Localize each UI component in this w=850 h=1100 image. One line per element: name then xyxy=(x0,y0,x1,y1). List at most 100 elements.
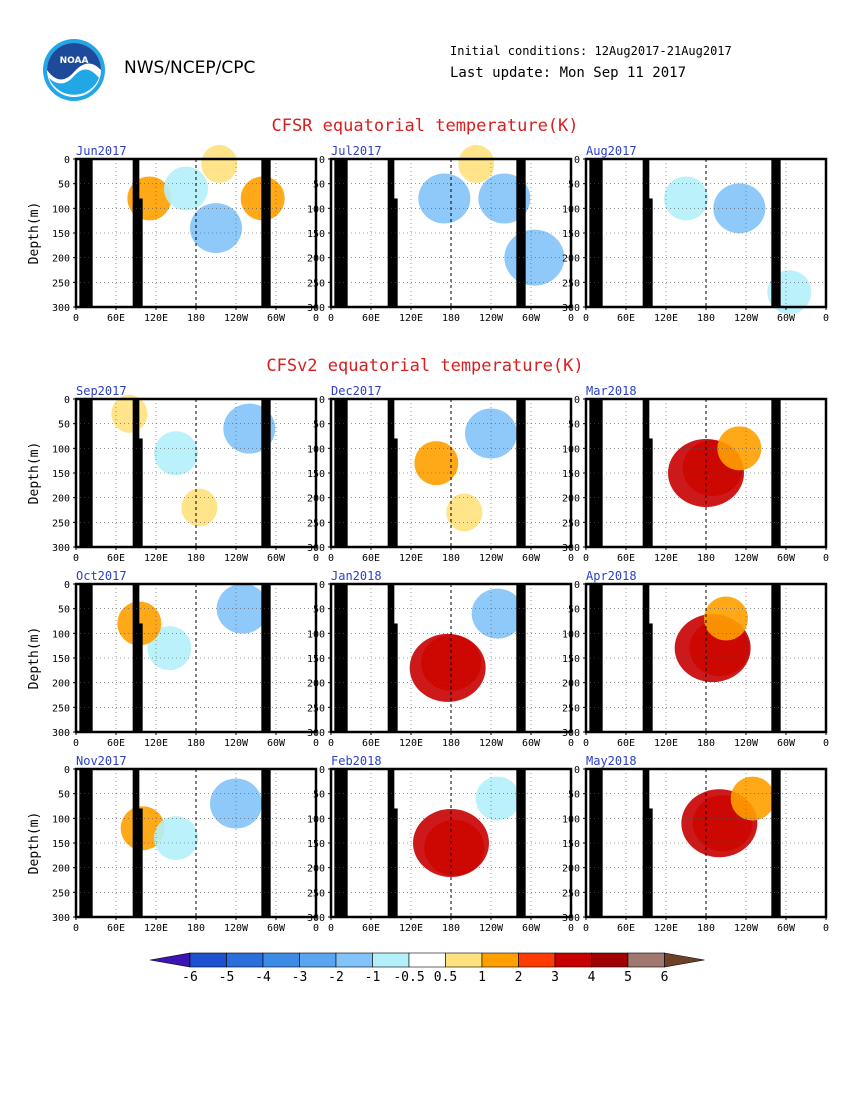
y-tick-label: 150 xyxy=(52,469,70,480)
y-tick-label: 300 xyxy=(562,913,580,924)
y-tick-label: 300 xyxy=(307,543,325,554)
y-tick-label: 300 xyxy=(52,728,70,739)
x-tick-label: 120E xyxy=(399,553,423,564)
panel-title: Oct2017 xyxy=(76,569,127,583)
panel-title: Apr2018 xyxy=(586,569,637,583)
y-tick-label: 0 xyxy=(319,155,325,166)
x-tick-label: 60W xyxy=(267,923,286,934)
colorbar-swatch xyxy=(299,952,337,968)
y-tick-label: 200 xyxy=(307,679,325,690)
x-tick-label: 60E xyxy=(362,553,380,564)
land-mask xyxy=(334,584,348,732)
land-mask xyxy=(79,399,93,547)
x-tick-label: 120E xyxy=(399,923,423,934)
x-tick-label: 60E xyxy=(107,923,125,934)
anomaly-blob xyxy=(418,173,471,224)
x-tick-label: 60E xyxy=(617,738,635,749)
x-tick-label: 120W xyxy=(479,553,504,564)
anomaly-blob xyxy=(471,588,524,639)
y-tick-label: 300 xyxy=(52,303,70,314)
x-tick-label: 60W xyxy=(267,313,286,324)
x-tick-label: 60W xyxy=(777,313,796,324)
land-mask xyxy=(589,584,603,732)
x-tick-label: 60E xyxy=(617,923,635,934)
panel-title: Jul2017 xyxy=(331,144,382,158)
x-tick-label: 120W xyxy=(734,313,759,324)
y-tick-label: 100 xyxy=(562,204,580,215)
x-tick-label: 0 xyxy=(328,553,334,564)
colorbar-swatch xyxy=(481,952,519,968)
colorbar-label: 6 xyxy=(661,970,669,985)
x-tick-label: 120W xyxy=(224,553,249,564)
y-tick-label: 0 xyxy=(64,580,70,591)
y-tick-label: 50 xyxy=(58,180,70,191)
colorbar-swatch xyxy=(554,952,592,968)
x-tick-label: 120W xyxy=(479,738,504,749)
x-tick-label: 60E xyxy=(362,923,380,934)
y-tick-label: 300 xyxy=(562,303,580,314)
anomaly-blob xyxy=(446,493,483,532)
y-tick-label: 50 xyxy=(568,420,580,431)
x-tick-label: 0 xyxy=(583,553,589,564)
y-tick-label: 0 xyxy=(574,580,580,591)
y-tick-label: 150 xyxy=(307,654,325,665)
land-mask xyxy=(771,159,781,307)
x-tick-label: 120W xyxy=(734,738,759,749)
x-tick-label: 0 xyxy=(583,313,589,324)
colorbar-swatch xyxy=(627,952,665,968)
land-mask xyxy=(261,399,271,547)
colorbar-label: 1 xyxy=(478,970,486,985)
colorbar-label: -5 xyxy=(219,970,235,985)
anomaly-blob xyxy=(154,431,198,476)
anomaly-blob xyxy=(181,488,218,527)
y-tick-label: 0 xyxy=(64,765,70,776)
colorbar-swatch xyxy=(262,952,300,968)
y-tick-label: 300 xyxy=(52,543,70,554)
y-tick-label: 300 xyxy=(307,303,325,314)
x-tick-label: 0 xyxy=(583,738,589,749)
x-tick-label: 180 xyxy=(187,923,205,934)
y-tick-label: 300 xyxy=(562,728,580,739)
y-tick-label: 250 xyxy=(562,278,580,289)
x-tick-label: 120E xyxy=(399,738,423,749)
y-tick-label: 250 xyxy=(52,703,70,714)
colorbar-label: 4 xyxy=(588,970,596,985)
y-tick-label: 100 xyxy=(52,814,70,825)
land-mask xyxy=(391,808,398,917)
anomaly-blob xyxy=(458,144,495,183)
logo-text: NOAA xyxy=(60,56,89,66)
x-tick-label: 0 xyxy=(313,738,319,749)
land-mask xyxy=(516,584,526,732)
y-tick-label: 100 xyxy=(52,204,70,215)
x-tick-label: 120E xyxy=(144,313,168,324)
anomaly-blob xyxy=(210,778,262,829)
y-tick-label: 150 xyxy=(52,839,70,850)
initial-conditions: Initial conditions: 12Aug2017-21Aug2017 xyxy=(450,44,732,58)
panel-title: May2018 xyxy=(586,754,637,768)
y-tick-label: 100 xyxy=(307,204,325,215)
land-mask xyxy=(646,198,653,307)
x-tick-label: 120E xyxy=(654,738,678,749)
y-tick-label: 50 xyxy=(313,605,325,616)
y-tick-label: 200 xyxy=(307,864,325,875)
anomaly-blob xyxy=(201,144,238,183)
y-tick-label: 0 xyxy=(574,395,580,406)
y-tick-label: 300 xyxy=(307,913,325,924)
x-tick-label: 60W xyxy=(522,738,541,749)
y-tick-label: 0 xyxy=(319,395,325,406)
land-mask xyxy=(261,584,271,732)
x-tick-label: 60W xyxy=(777,923,796,934)
x-tick-label: 0 xyxy=(823,553,829,564)
colorbar-label: 0.5 xyxy=(434,970,457,985)
colorbar-label: 3 xyxy=(551,970,559,985)
panel-title: Jun2017 xyxy=(76,144,127,158)
land-mask xyxy=(261,159,271,307)
anomaly-blob xyxy=(465,408,517,459)
y-axis-label: Depth(m) xyxy=(27,627,42,690)
anomaly-blob xyxy=(717,426,762,471)
